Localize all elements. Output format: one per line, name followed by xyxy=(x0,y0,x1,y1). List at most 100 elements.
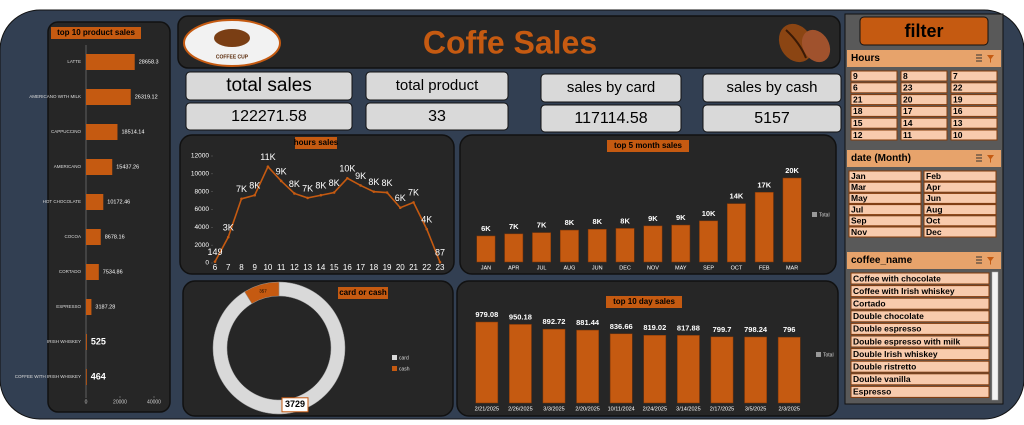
slicer-item[interactable] xyxy=(850,94,898,106)
slicer-item[interactable] xyxy=(848,226,922,238)
bar xyxy=(559,229,579,263)
slicer-item[interactable] xyxy=(850,348,990,361)
clear-filter-icon[interactable] xyxy=(987,257,994,265)
slicer-item[interactable] xyxy=(900,70,948,82)
slicer-item[interactable] xyxy=(848,181,922,193)
slicer-item[interactable] xyxy=(900,117,948,129)
x-tick-label: 6 xyxy=(213,263,218,272)
category-label: HOT CHOCOLATE xyxy=(43,199,81,204)
bar xyxy=(542,328,566,404)
bar xyxy=(504,233,524,263)
value-label: 7K xyxy=(537,221,547,230)
slicer-item[interactable] xyxy=(850,105,898,117)
slicer-item[interactable] xyxy=(923,181,997,193)
slicer-item[interactable] xyxy=(850,385,990,398)
slicer-item[interactable] xyxy=(900,94,948,106)
slicer-item[interactable] xyxy=(850,322,990,335)
value-label: 8K xyxy=(329,178,340,188)
value-label: 892.72 xyxy=(543,317,566,326)
filter-button[interactable] xyxy=(859,16,989,46)
slicer-item[interactable] xyxy=(850,82,898,94)
bar xyxy=(86,89,131,105)
category-label: AMERICANO xyxy=(54,164,82,169)
multi-select-icon[interactable] xyxy=(976,54,982,62)
slicer-item-label: Feb xyxy=(926,171,941,181)
slicer-item[interactable] xyxy=(850,285,990,298)
slicer-item[interactable] xyxy=(950,105,998,117)
value-label: 17K xyxy=(757,180,771,189)
slicer-item[interactable] xyxy=(950,94,998,106)
value-label: 7K xyxy=(408,188,419,198)
x-tick-label: 16 xyxy=(343,263,352,272)
value-label: 525 xyxy=(91,336,106,346)
kpi-value-box xyxy=(185,102,353,131)
x-tick-label: 13 xyxy=(303,263,312,272)
slicer-item[interactable] xyxy=(850,117,898,129)
category-label: DEC xyxy=(619,265,631,271)
multi-select-icon[interactable] xyxy=(976,256,982,264)
scrollbar[interactable] xyxy=(991,271,999,401)
kpi-label-box xyxy=(702,73,842,103)
slicer-item[interactable] xyxy=(923,204,997,216)
slicer-item-label: 17 xyxy=(903,106,913,116)
slicer-item[interactable] xyxy=(900,105,948,117)
legend-label: Total xyxy=(819,212,830,218)
slicer-item[interactable] xyxy=(848,204,922,216)
legend-swatch xyxy=(392,355,397,360)
slicer-item[interactable] xyxy=(923,192,997,204)
slicer-item[interactable] xyxy=(850,335,990,348)
slicer-item-label: Coffee with Irish whiskey xyxy=(853,286,955,296)
clear-filter-icon[interactable] xyxy=(987,155,994,163)
chart-title: top 5 month sales xyxy=(614,141,683,150)
slicer-item[interactable] xyxy=(950,82,998,94)
bar xyxy=(86,229,101,245)
slicer-item[interactable] xyxy=(950,70,998,82)
category-label: 3/5/2025 xyxy=(745,406,766,412)
category-label: SEP xyxy=(703,265,714,271)
value-label: 26319.12 xyxy=(135,94,158,100)
value-label: 8K xyxy=(289,179,300,189)
slicer-item[interactable] xyxy=(950,117,998,129)
point xyxy=(226,235,230,239)
bar xyxy=(86,159,113,175)
x-tick-label: 7 xyxy=(226,263,231,272)
bar xyxy=(587,228,607,263)
clear-filter-icon[interactable] xyxy=(987,55,994,63)
slicer-item-label: 23 xyxy=(903,83,913,93)
slicer-item[interactable] xyxy=(900,129,948,141)
category-label: 2/3/2025 xyxy=(778,406,799,412)
slicer-item[interactable] xyxy=(850,297,990,310)
slicer-item[interactable] xyxy=(850,129,898,141)
slicer-item[interactable] xyxy=(850,272,990,285)
slicer-item[interactable] xyxy=(850,70,898,82)
value-label: 8678.16 xyxy=(105,234,125,240)
slicer-item-label: 9 xyxy=(853,71,858,81)
slicer-item[interactable] xyxy=(848,192,922,204)
slicer-item[interactable] xyxy=(900,82,948,94)
value-label: 3729 xyxy=(285,399,305,409)
slicer-item[interactable] xyxy=(848,170,922,182)
kpi-label: total product xyxy=(396,77,479,94)
value-label: 149 xyxy=(207,247,222,257)
slicer-item[interactable] xyxy=(850,310,990,323)
slicer-item[interactable] xyxy=(950,129,998,141)
category-label: APR xyxy=(508,265,519,271)
slicer-item[interactable] xyxy=(923,215,997,227)
kpi-label-box xyxy=(185,71,353,101)
logo-text: COFFEE CUP xyxy=(216,54,249,60)
y-tick-label: 6000 xyxy=(195,206,210,213)
slicer-item[interactable] xyxy=(850,360,990,373)
bar xyxy=(576,329,599,404)
category-label: CORTADO xyxy=(59,269,82,274)
legend-swatch xyxy=(816,352,821,357)
category-label: 2/20/2025 xyxy=(575,406,599,412)
slicer-item[interactable] xyxy=(848,215,922,227)
slicer-item[interactable] xyxy=(923,226,997,238)
point xyxy=(372,190,376,193)
slicer-item[interactable] xyxy=(850,373,990,386)
category-label: IRISH WHISKEY xyxy=(47,339,81,344)
y-tick-label: 2000 xyxy=(195,242,210,249)
slicer-item[interactable] xyxy=(923,170,997,182)
bar xyxy=(643,225,663,263)
multi-select-icon[interactable] xyxy=(976,154,982,162)
